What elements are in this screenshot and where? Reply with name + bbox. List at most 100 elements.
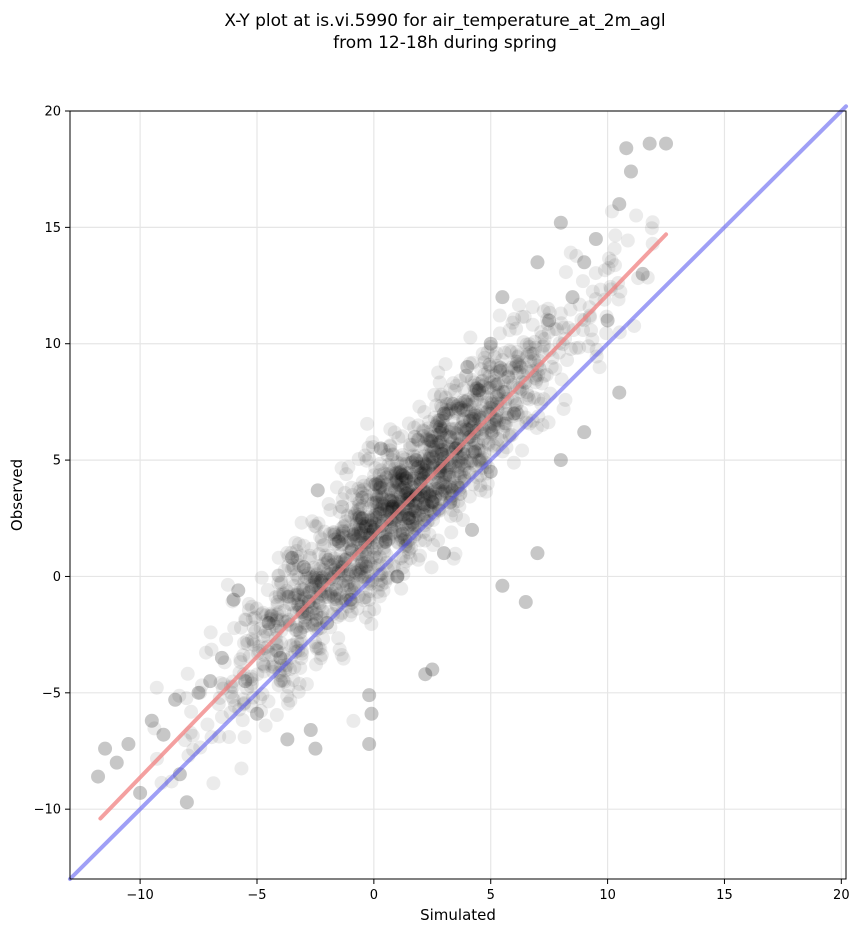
data-point (254, 570, 269, 585)
data-point (360, 513, 375, 528)
data-point (453, 486, 468, 501)
data-point (284, 562, 299, 577)
data-point (393, 487, 408, 502)
data-point (487, 374, 502, 389)
data-point (357, 590, 372, 605)
data-point (364, 513, 379, 528)
data-point (411, 459, 426, 474)
data-point (518, 375, 533, 390)
data-point (368, 477, 383, 492)
data-point (302, 585, 317, 600)
data-point (290, 549, 305, 564)
data-point (463, 330, 478, 345)
data-point (434, 446, 449, 461)
data-point (414, 466, 429, 481)
data-point (554, 316, 569, 331)
data-point (459, 422, 474, 437)
data-point (372, 468, 387, 483)
data-point (462, 409, 477, 424)
data-point (439, 466, 454, 481)
data-point (470, 470, 485, 485)
data-point (411, 552, 426, 567)
data-point (434, 447, 449, 462)
data-point (374, 496, 389, 511)
data-point (317, 538, 332, 553)
data-point (394, 516, 409, 531)
data-point (457, 394, 472, 409)
data-point (377, 502, 392, 517)
data-point (514, 404, 529, 419)
data-point (466, 411, 481, 426)
data-point (463, 454, 478, 469)
data-point (324, 588, 339, 603)
data-point (432, 457, 447, 472)
data-point (389, 472, 404, 487)
data-point (296, 538, 311, 553)
y-tick-label: 10 (44, 337, 61, 352)
data-point (354, 557, 369, 572)
data-point (480, 476, 495, 491)
data-point (226, 592, 241, 607)
data-point (496, 416, 511, 431)
data-point (451, 402, 466, 417)
data-point (405, 468, 420, 483)
data-point (425, 455, 440, 470)
data-point (454, 420, 469, 435)
data-point (569, 248, 584, 263)
x-axis-ticks: −10 −5 0 5 10 15 20 (126, 879, 850, 903)
data-point (451, 437, 466, 452)
data-point (485, 425, 500, 440)
data-point (299, 677, 314, 692)
data-point (395, 482, 410, 497)
data-point (457, 458, 472, 473)
data-point (516, 335, 531, 350)
data-point (270, 594, 285, 609)
data-point (483, 339, 498, 354)
data-point (403, 502, 418, 517)
data-point (352, 516, 367, 531)
data-point (352, 509, 367, 524)
data-point (269, 611, 284, 626)
data-point (333, 586, 348, 601)
data-point (287, 660, 302, 675)
data-point (403, 487, 418, 502)
data-point (220, 577, 235, 592)
data-point (421, 453, 436, 468)
data-point (512, 358, 527, 373)
data-point (359, 559, 374, 574)
data-point (467, 444, 482, 459)
data-point (406, 503, 421, 518)
data-point (399, 471, 414, 486)
data-point (240, 672, 255, 687)
data-point (511, 407, 526, 422)
data-point (541, 415, 556, 430)
data-point (383, 494, 398, 509)
data-point (335, 499, 350, 514)
data-point (437, 419, 452, 434)
data-point (372, 549, 387, 564)
data-point (473, 478, 488, 493)
data-point (305, 514, 320, 529)
data-point (299, 562, 314, 577)
data-point (372, 589, 387, 604)
data-point (558, 265, 573, 280)
data-point (408, 499, 423, 514)
data-point (325, 557, 340, 572)
data-point (289, 620, 304, 635)
data-point (309, 567, 324, 582)
data-point (355, 556, 370, 571)
data-point (347, 528, 362, 543)
data-point (443, 382, 458, 397)
data-point (394, 519, 409, 534)
x-tick-label: 5 (487, 888, 495, 903)
data-point (351, 508, 366, 523)
data-point (264, 606, 279, 621)
data-point (406, 471, 421, 486)
data-point (463, 414, 478, 429)
data-point (519, 350, 534, 365)
data-point (365, 435, 380, 450)
data-point (273, 650, 288, 665)
data-point (468, 408, 483, 423)
data-point (544, 359, 559, 374)
data-point (353, 522, 368, 537)
